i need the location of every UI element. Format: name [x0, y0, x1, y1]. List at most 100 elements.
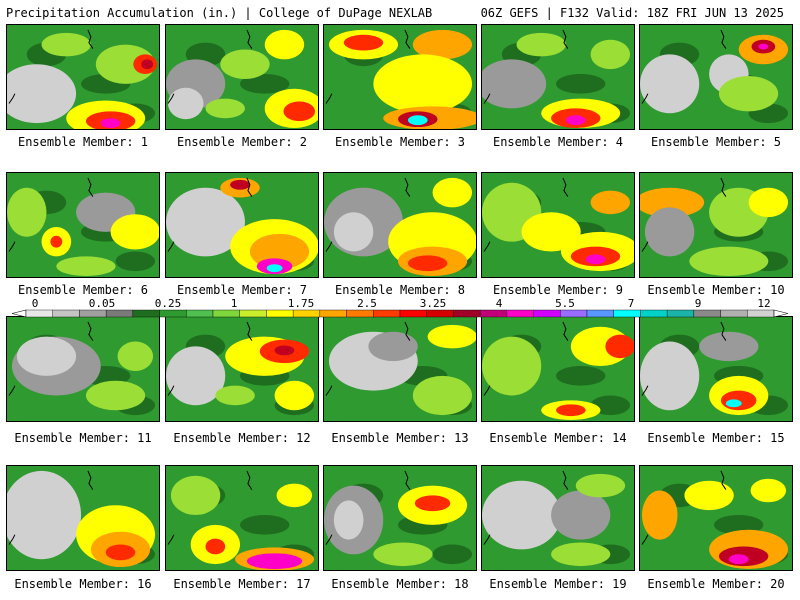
precip-contour: [725, 399, 742, 408]
precip-field: [7, 25, 159, 129]
coast-outline: [167, 385, 175, 396]
legend-swatch: [560, 309, 588, 318]
ensemble-map-panel: [165, 316, 319, 422]
precip-contour: [41, 32, 91, 57]
precip-contour: [728, 554, 749, 565]
precip-contour: [605, 334, 634, 359]
lake-outline: [404, 29, 411, 49]
lake-outline: [562, 29, 569, 49]
ensemble-map-panel: [6, 316, 160, 422]
precip-contour: [412, 29, 473, 60]
coast-outline: [641, 93, 649, 104]
member-caption: Ensemble Member: 12: [173, 431, 311, 445]
legend-tick-label: 3.25: [420, 297, 447, 310]
member-caption: Ensemble Member: 2: [176, 135, 308, 149]
legend-left-arrow: [12, 309, 27, 318]
precip-contour: [167, 87, 204, 120]
legend-swatch: [506, 309, 534, 318]
legend-swatch: [52, 309, 80, 318]
precip-contour: [516, 32, 566, 57]
ensemble-map-panel: [165, 24, 319, 130]
precip-contour: [240, 515, 290, 535]
member-caption: Ensemble Member: 7: [176, 283, 308, 297]
precip-field: [482, 317, 634, 421]
coast-outline: [641, 241, 649, 252]
map-title: Precipitation Accumulation (in.) | Colle…: [6, 6, 433, 20]
legend-swatch: [533, 309, 561, 318]
coast-outline: [8, 385, 16, 396]
member-caption: Ensemble Member: 1: [17, 135, 149, 149]
ensemble-map-panel: [6, 24, 160, 130]
precip-contour: [556, 404, 586, 417]
precip-contour: [115, 251, 156, 272]
ensemble-map-panel: [481, 172, 635, 278]
lake-outline: [87, 321, 94, 341]
precip-contour: [56, 256, 116, 277]
ensemble-map-panel: [639, 172, 793, 278]
member-caption: Ensemble Member: 6: [17, 283, 149, 297]
legend-tick-label: 7: [628, 297, 635, 310]
precip-contour: [110, 214, 159, 250]
model-run-info: 06Z GEFS | F132 Valid: 18Z FRI JUN 13 20…: [480, 6, 784, 20]
ensemble-map-panel: [481, 465, 635, 571]
coast-outline: [483, 534, 491, 545]
precip-field: [7, 317, 159, 421]
legend-swatch: [613, 309, 641, 318]
precip-field: [640, 25, 792, 129]
precip-contour: [412, 375, 473, 416]
member-caption: Ensemble Member: 14: [489, 431, 627, 445]
member-caption: Ensemble Member: 4: [492, 135, 624, 149]
precip-field: [7, 173, 159, 277]
coast-outline: [8, 534, 16, 545]
coast-outline: [8, 93, 16, 104]
coast-outline: [325, 534, 333, 545]
precip-contour: [718, 76, 779, 112]
member-caption: Ensemble Member: 5: [650, 135, 782, 149]
member-caption: Ensemble Member: 10: [647, 283, 785, 297]
precip-contour: [565, 115, 586, 126]
precip-contour: [590, 39, 631, 70]
lake-outline: [404, 321, 411, 341]
precip-contour: [575, 473, 626, 498]
ensemble-map-panel: [165, 172, 319, 278]
precip-contour: [246, 553, 303, 570]
member-caption: Ensemble Member: 20: [647, 577, 785, 591]
precip-contour: [166, 346, 226, 406]
color-scale-legend: 0 0.05 0.25 1 1.75 2.5 3.25 4 5.5 7 9 12: [12, 297, 788, 321]
precip-contour: [105, 544, 136, 561]
legend-tick-label: 0: [32, 297, 39, 310]
lake-outline: [720, 321, 727, 341]
member-caption: Ensemble Member: 8: [334, 283, 466, 297]
lake-outline: [404, 177, 411, 197]
precip-contour: [170, 475, 221, 516]
member-caption: Ensemble Member: 16: [14, 577, 152, 591]
ensemble-map-panel: [165, 465, 319, 571]
legend-swatch: [426, 309, 454, 318]
ensemble-map-panel: [323, 24, 477, 130]
legend-swatch: [666, 309, 695, 318]
legend-swatch: [212, 309, 240, 318]
legend-swatch: [105, 309, 134, 318]
precip-field: [324, 25, 476, 129]
ensemble-map-panel: [323, 465, 477, 571]
precip-contour: [274, 380, 315, 411]
legend-right-arrow: [773, 309, 788, 318]
precip-field: [640, 466, 792, 570]
precip-contour: [414, 495, 451, 512]
precip-contour: [689, 246, 769, 277]
precip-field: [482, 25, 634, 129]
legend-swatch: [292, 309, 321, 318]
member-caption: Ensemble Member: 13: [331, 431, 469, 445]
lake-outline: [404, 470, 411, 490]
legend-tick-label: 9: [695, 297, 702, 310]
coast-outline: [325, 241, 333, 252]
precip-contour: [640, 341, 700, 411]
lake-outline: [87, 29, 94, 49]
legend-bar: 0 0.05 0.25 1 1.75 2.5 3.25 4 5.5 7 9 12: [12, 297, 788, 318]
precip-contour: [432, 177, 473, 208]
coast-outline: [641, 534, 649, 545]
precip-contour: [640, 187, 705, 218]
precip-field: [166, 317, 318, 421]
legend-swatch: [159, 309, 187, 318]
legend-swatch: [453, 309, 481, 318]
